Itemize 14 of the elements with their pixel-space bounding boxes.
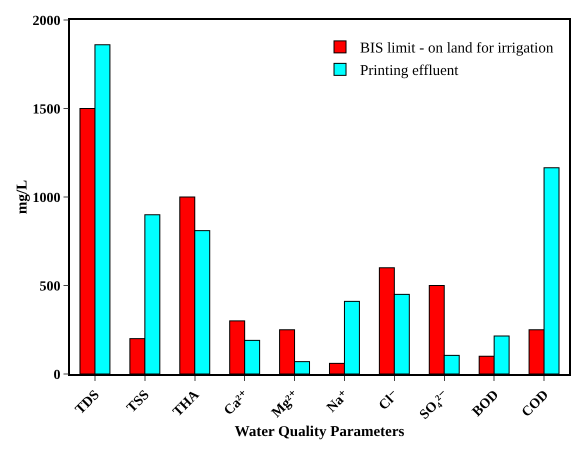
legend-label: Printing effluent: [360, 63, 460, 80]
legend-label: BIS limit - on land for irrigation: [360, 40, 554, 57]
x-tick-label: Na⁺: [324, 388, 352, 416]
y-tick-label: 1500: [32, 102, 60, 118]
y-tick-label: 0: [53, 368, 60, 383]
x-tick-label: TSS: [124, 388, 153, 416]
x-tick-label: TDS: [72, 388, 103, 418]
y-axis-title: mg/L: [14, 180, 30, 214]
y-tick-label: 2000: [32, 14, 60, 29]
x-tick-label: Ca²⁺: [222, 388, 252, 419]
y-tick-label: 500: [39, 279, 60, 294]
y-tick-label: 1000: [32, 190, 60, 206]
x-axis-title: Water Quality Parameters: [234, 424, 404, 440]
x-tick-label: Cl⁻: [376, 388, 402, 414]
